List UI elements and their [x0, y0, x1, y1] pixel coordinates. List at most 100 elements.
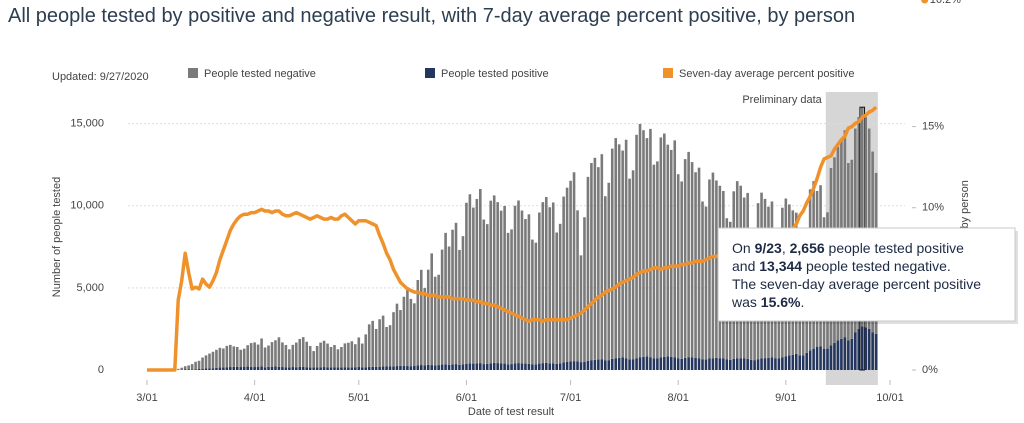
bar: [367, 324, 371, 368]
bar: [676, 358, 680, 370]
bar: [520, 363, 524, 370]
bar: [548, 363, 552, 370]
tooltip-segment: 15.6%: [761, 294, 801, 310]
bar: [385, 366, 388, 370]
bar: [579, 362, 583, 370]
bar: [433, 276, 437, 366]
value-label: 16.2%: [930, 0, 961, 6]
bar: [562, 362, 565, 370]
bar: [683, 159, 687, 358]
bar: [350, 367, 354, 370]
bar: [479, 363, 482, 370]
bar: [246, 345, 249, 367]
bar: [475, 199, 479, 364]
bar: [534, 364, 538, 370]
bar: [364, 367, 368, 370]
bar: [454, 222, 458, 365]
bar: [440, 364, 444, 370]
bar: [218, 367, 222, 370]
bar: [256, 366, 260, 370]
bar: [454, 364, 458, 370]
bar: [308, 346, 312, 368]
bar: [812, 348, 815, 370]
bar: [340, 367, 343, 370]
bar: [235, 347, 239, 367]
bar: [687, 151, 690, 358]
bar: [239, 349, 243, 368]
bar: [388, 325, 392, 367]
y-tick-label: 0: [98, 364, 104, 376]
bar: [204, 355, 208, 369]
bar: [218, 347, 222, 368]
bar: [510, 229, 513, 365]
bar: [645, 356, 649, 370]
bar: [669, 356, 673, 370]
bar: [402, 365, 406, 370]
bar: [642, 130, 645, 357]
bar: [722, 358, 725, 370]
bar: [374, 328, 378, 367]
bar: [562, 196, 565, 363]
bar: [319, 367, 322, 370]
bar: [333, 367, 336, 370]
bar: [673, 140, 677, 358]
bar: [565, 361, 569, 370]
bar: [850, 338, 854, 370]
bar: [607, 182, 611, 361]
bar: [704, 206, 708, 360]
bar: [656, 358, 659, 370]
bar: [558, 223, 562, 364]
bar: [270, 342, 274, 367]
bar: [215, 349, 218, 368]
bar: [270, 366, 274, 370]
bar: [378, 319, 381, 367]
bar: [801, 355, 805, 370]
bar: [485, 363, 489, 370]
bar: [329, 367, 333, 370]
bar: [239, 367, 243, 370]
bar: [871, 332, 874, 370]
bar: [798, 355, 802, 370]
bar: [749, 359, 753, 370]
bar: [638, 357, 642, 370]
bar: [312, 351, 315, 368]
plot-area: [128, 0, 929, 385]
bar: [301, 337, 305, 367]
bar: [600, 359, 604, 370]
bar: [503, 363, 506, 370]
bar: [590, 360, 593, 370]
bar: [506, 232, 510, 365]
bar: [659, 357, 663, 370]
bar: [340, 347, 343, 368]
bar: [642, 356, 645, 370]
bar: [663, 133, 666, 357]
bar: [614, 358, 618, 370]
bar: [808, 350, 812, 370]
bar: [413, 365, 416, 370]
bar: [336, 367, 340, 370]
bar: [242, 366, 246, 370]
bar: [499, 363, 503, 370]
bar: [215, 367, 218, 370]
bar: [284, 345, 288, 368]
bar: [853, 332, 857, 370]
x-axis-label: Date of test result: [468, 406, 554, 418]
bar: [315, 367, 319, 370]
bar: [690, 162, 694, 358]
bar: [732, 358, 736, 370]
legend-swatch: [188, 68, 198, 78]
bar: [190, 364, 194, 370]
bar: [558, 363, 562, 370]
bar: [357, 367, 361, 370]
bar: [350, 341, 354, 368]
bar: [860, 326, 864, 370]
bar: [590, 163, 593, 361]
bar: [305, 367, 309, 370]
bar: [322, 367, 326, 370]
bar: [222, 367, 225, 370]
bar: [551, 363, 555, 370]
bar: [333, 345, 336, 368]
legend-label: Seven-day average percent positive: [679, 68, 855, 80]
bar: [458, 364, 461, 370]
bar: [534, 242, 538, 365]
